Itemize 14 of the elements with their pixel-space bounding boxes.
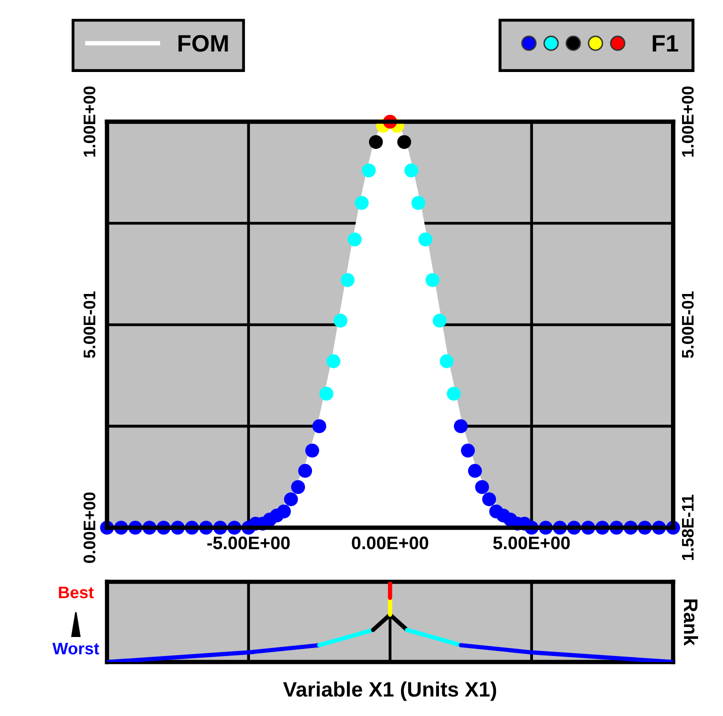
x-tick-label: -5.00E+00 — [207, 536, 290, 550]
x-tick-label: 0.00E+00 — [352, 536, 428, 550]
legend-label: FOM — [178, 35, 228, 52]
y-axis-title: Rank — [684, 599, 698, 646]
y-tick-label: 5.00E-01 — [84, 291, 96, 358]
y2-tick-label: 1.00E+00 — [682, 86, 694, 157]
text: Worst — [52, 642, 100, 654]
y-tick-label: 1.00E+00 — [84, 86, 96, 157]
y2-tick-label: 1.58E-11 — [682, 494, 694, 560]
text: Best — [58, 586, 94, 598]
y2-tick-label: 5.00E-01 — [682, 291, 694, 358]
x-tick-label: 5.00E+00 — [493, 536, 570, 550]
x-axis-title: Variable X1 (Units X1) — [283, 681, 496, 701]
legend-label: F1 — [652, 35, 678, 52]
